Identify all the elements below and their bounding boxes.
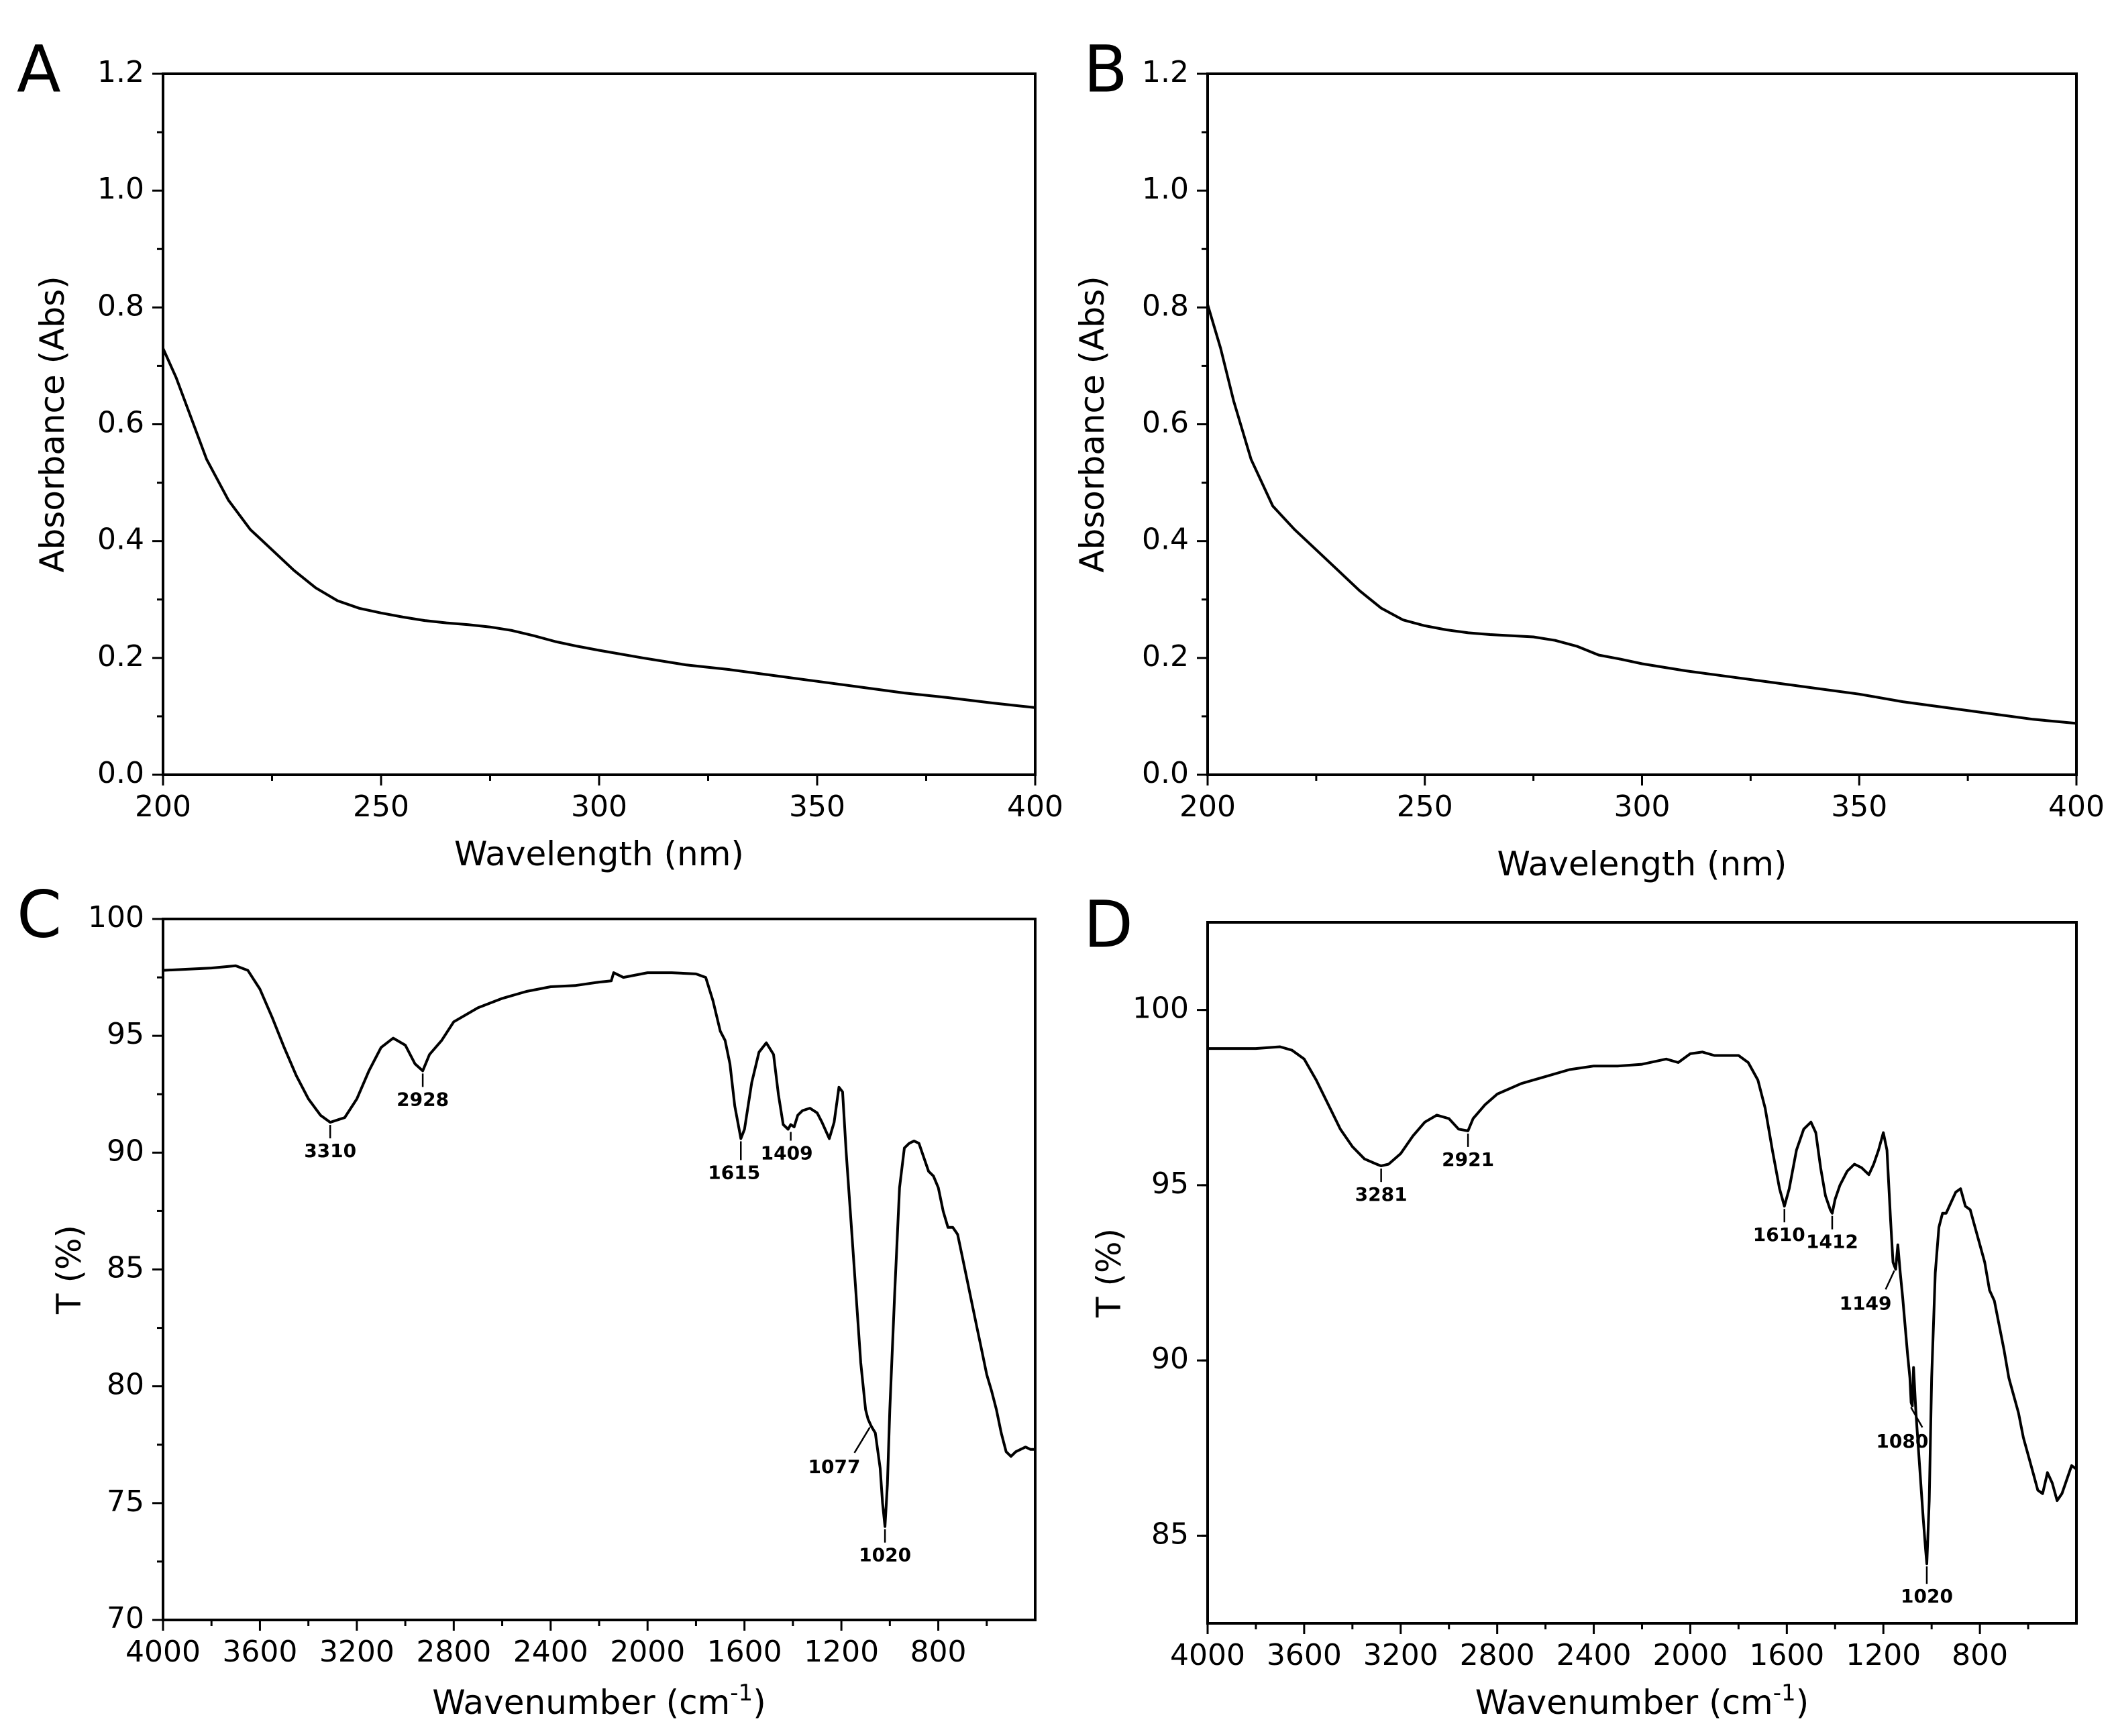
x-tick-label: 250 xyxy=(1397,790,1453,824)
y-tick-label: 1.0 xyxy=(1142,172,1189,206)
y-tick-label: 0.8 xyxy=(1142,288,1189,323)
peak-annotation: 2928 xyxy=(397,1088,449,1110)
series-line xyxy=(162,964,1035,1528)
x-tick-label: 300 xyxy=(571,790,627,824)
plot-frame xyxy=(1206,921,2078,1625)
y-tick-label: 1.2 xyxy=(97,55,144,89)
panel-letter: D xyxy=(1084,887,1133,962)
y-tick-label: 100 xyxy=(1132,991,1189,1026)
y-tick-label: 0.0 xyxy=(1142,756,1189,790)
panel-letter: B xyxy=(1084,32,1128,107)
panel-a: A 200 250 300 350 400 0.0 0.2 0.4 0.6 0.8 1.0 1.2 Wav… xyxy=(17,32,1063,873)
peak-annotation: 1077 xyxy=(808,1456,861,1478)
peak-annotation: 1412 xyxy=(1806,1231,1858,1253)
x-tick-label: 1200 xyxy=(804,1635,879,1669)
peak-annotation: 1409 xyxy=(761,1142,813,1164)
x-axis-title-superscript: -1 xyxy=(730,1680,753,1706)
peak-annotation: 1615 xyxy=(708,1161,760,1183)
peak-annotation: 3281 xyxy=(1355,1183,1408,1205)
peak-annotation: 1149 xyxy=(1840,1292,1892,1314)
peak-annotation: 1020 xyxy=(859,1544,911,1566)
series-line xyxy=(1206,304,2077,725)
x-tick-label: 200 xyxy=(1179,790,1236,824)
x-tick-label: 2400 xyxy=(1556,1638,1632,1672)
y-tick-label: 100 xyxy=(88,900,144,934)
plot-frame xyxy=(162,918,1037,1621)
y-tick-label: 75 xyxy=(107,1484,144,1519)
x-tick-label: 4000 xyxy=(1170,1638,1245,1672)
y-tick-label: 95 xyxy=(1151,1167,1189,1201)
x-tick-label: 2400 xyxy=(513,1635,588,1669)
annotation-leader xyxy=(1885,1270,1895,1290)
y-tick-label: 70 xyxy=(107,1601,144,1635)
x-tick-label: 350 xyxy=(1831,790,1887,824)
y-axis-title: T (%) xyxy=(1090,1228,1128,1318)
x-axis-title-end: ) xyxy=(1796,1683,1809,1722)
y-tick-label: 1.0 xyxy=(97,172,144,206)
y-tick-label: 0.6 xyxy=(1142,406,1189,440)
peak-annotation: 1610 xyxy=(1753,1224,1805,1246)
x-tick-label: 3200 xyxy=(1363,1638,1438,1672)
y-tick-label: 0.2 xyxy=(97,639,144,673)
x-tick-label: 250 xyxy=(353,790,409,824)
y-tick-label: 95 xyxy=(107,1017,144,1051)
panel-d: D 4000 3600 3200 2800 2400 2000 1600 1200 800 85 90… xyxy=(1084,887,2078,1722)
annotation-leader xyxy=(1910,1407,1923,1428)
x-tick-label: 800 xyxy=(1952,1638,2008,1672)
x-axis-title: Wavelength (nm) xyxy=(1497,845,1787,883)
x-axis-title: Wavenumber (cm-1) xyxy=(1475,1680,1809,1722)
x-axis-title-end: ) xyxy=(753,1683,766,1722)
x-tick-label: 3200 xyxy=(319,1635,394,1669)
peak-annotation: 3310 xyxy=(304,1140,356,1162)
x-tick-label: 2800 xyxy=(1460,1638,1535,1672)
panel-b: B 200 250 300 350 400 0.0 0.2 0.4 0.6 0.8 1.0 1.2 Wav… xyxy=(1073,32,2105,883)
plot-frame xyxy=(1206,72,2078,776)
x-axis-title: Wavelength (nm) xyxy=(454,834,744,873)
y-axis-title: Absorbance (Abs) xyxy=(1073,276,1112,572)
x-tick-label: 800 xyxy=(910,1635,967,1669)
y-axis-title: Absorbance (Abs) xyxy=(33,276,72,572)
y-tick-label: 0.4 xyxy=(1142,523,1189,557)
plot-frame xyxy=(162,72,1037,776)
y-tick-label: 90 xyxy=(107,1134,144,1168)
x-tick-label: 3600 xyxy=(222,1635,297,1669)
peak-annotation: 2921 xyxy=(1442,1148,1494,1171)
x-tick-label: 1200 xyxy=(1846,1638,1921,1672)
y-axis-title: T (%) xyxy=(50,1225,89,1315)
y-tick-label: 0.4 xyxy=(97,523,144,557)
x-tick-label: 2000 xyxy=(610,1635,685,1669)
x-axis-title-superscript: -1 xyxy=(1773,1680,1796,1706)
x-axis-title: Wavenumber (cm-1) xyxy=(432,1680,765,1722)
peak-annotation: 1080 xyxy=(1876,1430,1928,1452)
y-tick-label: 0.8 xyxy=(97,288,144,323)
y-tick-label: 80 xyxy=(107,1368,144,1402)
panel-letter: A xyxy=(17,32,61,107)
y-tick-label: 0.2 xyxy=(1142,639,1189,673)
x-tick-label: 350 xyxy=(789,790,845,824)
x-tick-label: 400 xyxy=(1007,790,1063,824)
y-tick-label: 0.6 xyxy=(97,406,144,440)
y-tick-label: 0.0 xyxy=(97,756,144,790)
y-tick-label: 1.2 xyxy=(1142,55,1189,89)
x-tick-label: 2000 xyxy=(1652,1638,1728,1672)
x-tick-label: 400 xyxy=(2048,790,2105,824)
x-tick-label: 4000 xyxy=(125,1635,201,1669)
series-line xyxy=(1208,1045,2078,1566)
x-tick-label: 1600 xyxy=(1749,1638,1824,1672)
x-tick-label: 2800 xyxy=(416,1635,491,1669)
x-tick-label: 200 xyxy=(135,790,191,824)
x-tick-label: 3600 xyxy=(1267,1638,1342,1672)
y-tick-label: 85 xyxy=(1151,1517,1189,1551)
annotation-leader xyxy=(853,1427,871,1454)
y-tick-label: 85 xyxy=(107,1251,144,1285)
peak-annotation: 1020 xyxy=(1901,1585,1953,1607)
panel-letter: C xyxy=(17,877,62,952)
y-tick-label: 90 xyxy=(1151,1342,1189,1376)
x-tick-label: 300 xyxy=(1614,790,1671,824)
x-tick-label: 1600 xyxy=(707,1635,782,1669)
panel-c: C 4000 3600 3200 2800 2400 2000 1600 1200 800 70 75… xyxy=(17,877,1037,1722)
series-line xyxy=(162,347,1036,709)
